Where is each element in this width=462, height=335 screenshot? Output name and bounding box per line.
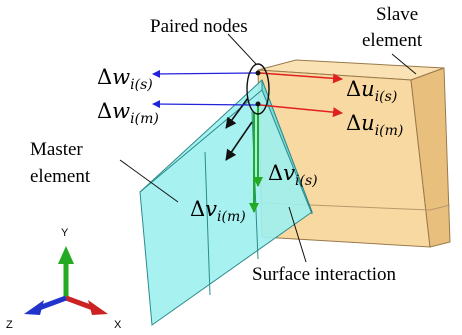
dw-is-label: Δwi(s) [97, 65, 153, 93]
dv-im-label: Δvi(m) [190, 197, 246, 225]
axis-z-shaft [38, 295, 67, 311]
dw-im-arrow [152, 100, 257, 109]
axis-y-label: Y [61, 227, 69, 239]
leader-paired-nodes [227, 33, 257, 65]
slave-label-line1: Slave [376, 4, 418, 25]
black-arrow-upper [225, 97, 249, 129]
axis-y-head [58, 246, 74, 264]
leader-slave [391, 53, 417, 75]
leader-master [119, 159, 179, 203]
master-label-line1: Master [30, 139, 83, 160]
master-side-face [261, 79, 313, 215]
surface-interaction-label: Surface interaction [252, 264, 397, 285]
paired-nodes-ellipse [246, 63, 270, 115]
axis-z-head [24, 300, 44, 315]
master-element [139, 79, 313, 326]
dv-is-label: Δvi(s) [268, 161, 318, 189]
du-im-label: Δui(m) [346, 111, 403, 139]
slave-label-line2: element [362, 30, 423, 51]
axis-x-shaft [65, 295, 94, 311]
coordinate-triad: Y X Z [6, 227, 122, 331]
axis-z-label: Z [6, 319, 13, 331]
paired-nodes-label: Paired nodes [150, 16, 248, 37]
leader-surface [288, 206, 307, 263]
node-master [255, 101, 261, 107]
black-arrow-lower [225, 121, 253, 161]
node-slave [255, 70, 261, 76]
axis-x-label: X [114, 319, 122, 331]
du-is-label: Δui(s) [346, 77, 397, 105]
du-im-arrow [259, 104, 343, 118]
master-label-line2: element [30, 166, 91, 187]
du-is-arrow [259, 72, 343, 84]
dw-im-label: Δwi(m) [97, 99, 159, 127]
slave-right-face [410, 67, 451, 248]
axis-x-head [88, 300, 108, 315]
dw-is-arrow [152, 69, 257, 78]
